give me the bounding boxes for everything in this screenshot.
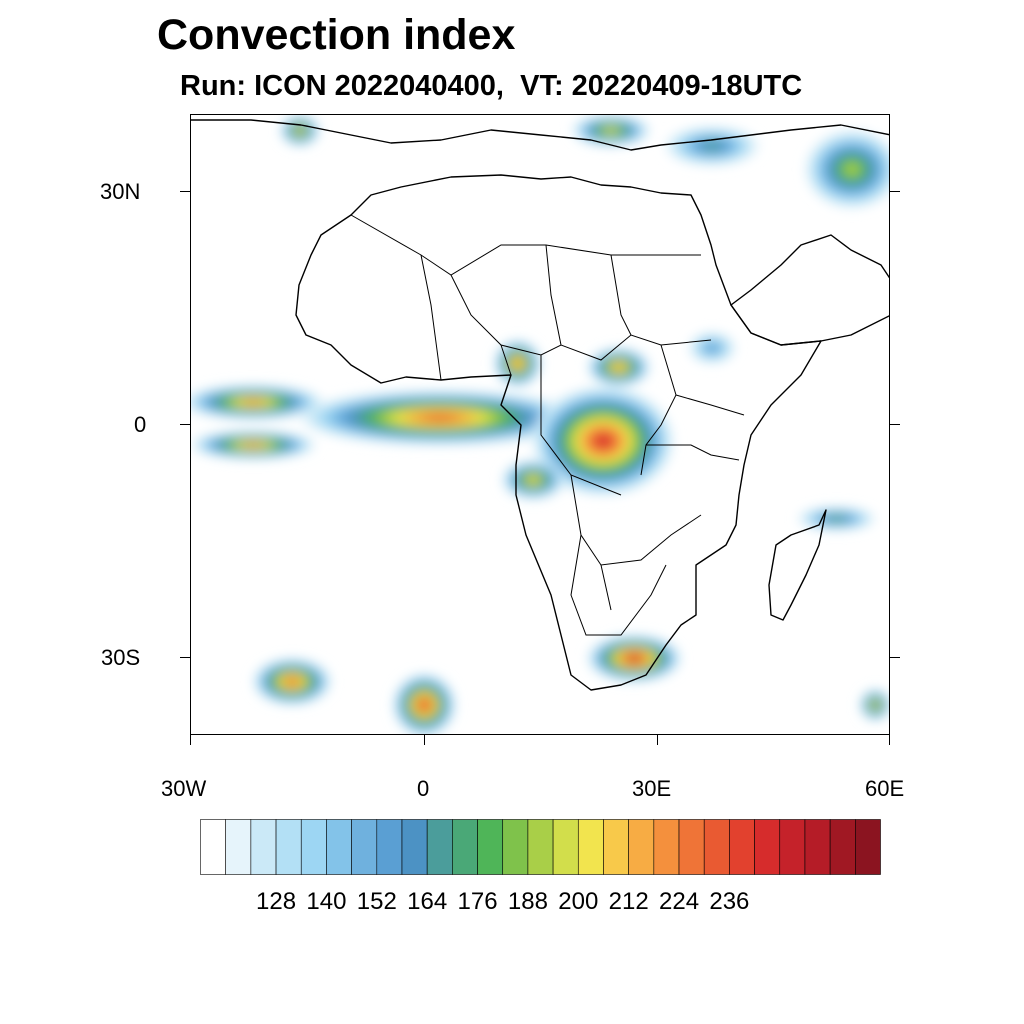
colorbar-label: 224 <box>658 888 700 915</box>
arabia-coastline <box>730 234 889 346</box>
colorbar-box-19 <box>678 819 705 875</box>
colorbar-label: 236 <box>709 888 750 915</box>
field-madagascar-east <box>797 507 876 531</box>
colorbar-label: 176 <box>457 888 498 915</box>
field-west-atlantic-band <box>191 385 324 420</box>
lon-label-30e: 30E <box>632 776 672 801</box>
colorbar-box-3 <box>275 819 302 875</box>
colorbar-box-26 <box>855 819 881 875</box>
colorbar <box>200 819 881 875</box>
country-borders <box>350 214 745 636</box>
colorbar-box-17 <box>628 819 655 875</box>
field-level-21 <box>290 680 294 683</box>
field-gabon-angola-coast <box>502 460 565 500</box>
colorbar-box-16 <box>603 819 629 875</box>
colorbar-label: 188 <box>507 888 548 915</box>
coastlines <box>191 119 889 691</box>
field-south-atlantic-west <box>253 658 331 705</box>
colorbar-box-18 <box>653 819 680 875</box>
tick-lon-30e <box>657 735 658 745</box>
chart-title: Convection index <box>157 11 516 59</box>
field-level-8 <box>709 345 716 350</box>
madagascar-coastline <box>768 509 827 621</box>
colorbar-label: 140 <box>306 888 347 915</box>
colorbar-box-2 <box>250 819 277 875</box>
colorbar-box-12 <box>502 819 529 875</box>
chart-subtitle: Run: ICON 2022040400, VT: 20220409-18UTC <box>180 70 803 102</box>
field-level-17 <box>531 478 536 481</box>
field-mediterranean-greece <box>572 115 650 147</box>
field-level-20 <box>516 362 519 365</box>
field-level-14 <box>848 166 856 173</box>
field-level-11 <box>833 517 841 520</box>
colorbar-box-6 <box>351 819 378 875</box>
tick-lon-60e <box>889 735 890 745</box>
field-east-africa-highlands <box>688 332 736 364</box>
field-level-19 <box>249 443 257 446</box>
map-frame <box>190 114 890 735</box>
field-level-17 <box>298 129 302 132</box>
tick-lat-30s-right <box>890 657 900 658</box>
africa-coastline <box>295 174 822 691</box>
field-south-atlantic-east <box>393 673 456 734</box>
lon-label-30w: 30W <box>161 776 207 801</box>
colorbar-box-21 <box>729 819 755 875</box>
field-level-16 <box>608 129 614 132</box>
field-south-africa-east <box>587 635 681 682</box>
field-equatorial-atlantic-band <box>191 430 316 459</box>
colorbar-box-14 <box>552 819 579 875</box>
colorbar-label: 212 <box>608 888 649 915</box>
tick-lon-0 <box>424 735 425 745</box>
lon-label-0: 0 <box>417 776 430 801</box>
colorbar-box-13 <box>527 819 554 875</box>
field-iran-gulf <box>805 130 889 209</box>
field-level-23 <box>600 438 607 444</box>
colorbar-box-10 <box>452 819 478 875</box>
colorbar-label: 164 <box>407 888 448 915</box>
field-gulf-of-guinea-band <box>299 390 580 445</box>
colorbar-box-25 <box>829 819 856 875</box>
lat-label-30n: 30N <box>100 179 141 204</box>
colorbar-box-4 <box>300 819 327 875</box>
tick-lon-30w <box>190 735 191 745</box>
colorbar-box-15 <box>577 819 604 875</box>
tick-lat-30n-right <box>890 191 900 192</box>
colorbar-box-5 <box>326 819 352 875</box>
colorbar-box-24 <box>804 819 831 875</box>
tick-lat-30s-left <box>180 657 190 658</box>
colorbar-box-11 <box>477 819 504 875</box>
field-level-19 <box>617 366 621 369</box>
colorbar-box-1 <box>225 819 252 875</box>
africa-map <box>191 115 889 734</box>
field-level-10 <box>707 144 717 148</box>
field-central-african-north <box>587 347 650 387</box>
tick-lat-30n-left <box>180 191 190 192</box>
colorbar-box-22 <box>754 819 781 875</box>
field-north-atlantic <box>280 115 320 147</box>
field-level-19 <box>249 401 257 404</box>
field-level-24 <box>632 657 637 660</box>
colorbar-box-8 <box>401 819 428 875</box>
field-level-17 <box>874 703 877 706</box>
colorbar-label: 200 <box>558 888 599 915</box>
lat-label-0: 0 <box>134 412 147 437</box>
tick-lat-0-left <box>180 424 190 425</box>
field-congo-basin <box>533 386 674 496</box>
field-level-21 <box>433 416 447 420</box>
lat-label-30s: 30S <box>101 645 141 670</box>
lon-label-60e: 60E <box>865 776 905 801</box>
europe-coastline <box>191 119 889 151</box>
colorbar-box-9 <box>426 819 453 875</box>
colorbar-box-0 <box>200 819 226 875</box>
field-far-south-east <box>859 689 889 721</box>
colorbar-label: 128 <box>256 888 297 915</box>
colorbar-box-7 <box>376 819 403 875</box>
colorbar-label: 152 <box>356 888 397 915</box>
colorbar-box-20 <box>703 819 730 875</box>
colorbar-box-23 <box>779 819 806 875</box>
tick-lat-0-right <box>890 424 900 425</box>
field-turkey-caucasus <box>665 126 759 166</box>
field-level-23 <box>422 703 426 707</box>
